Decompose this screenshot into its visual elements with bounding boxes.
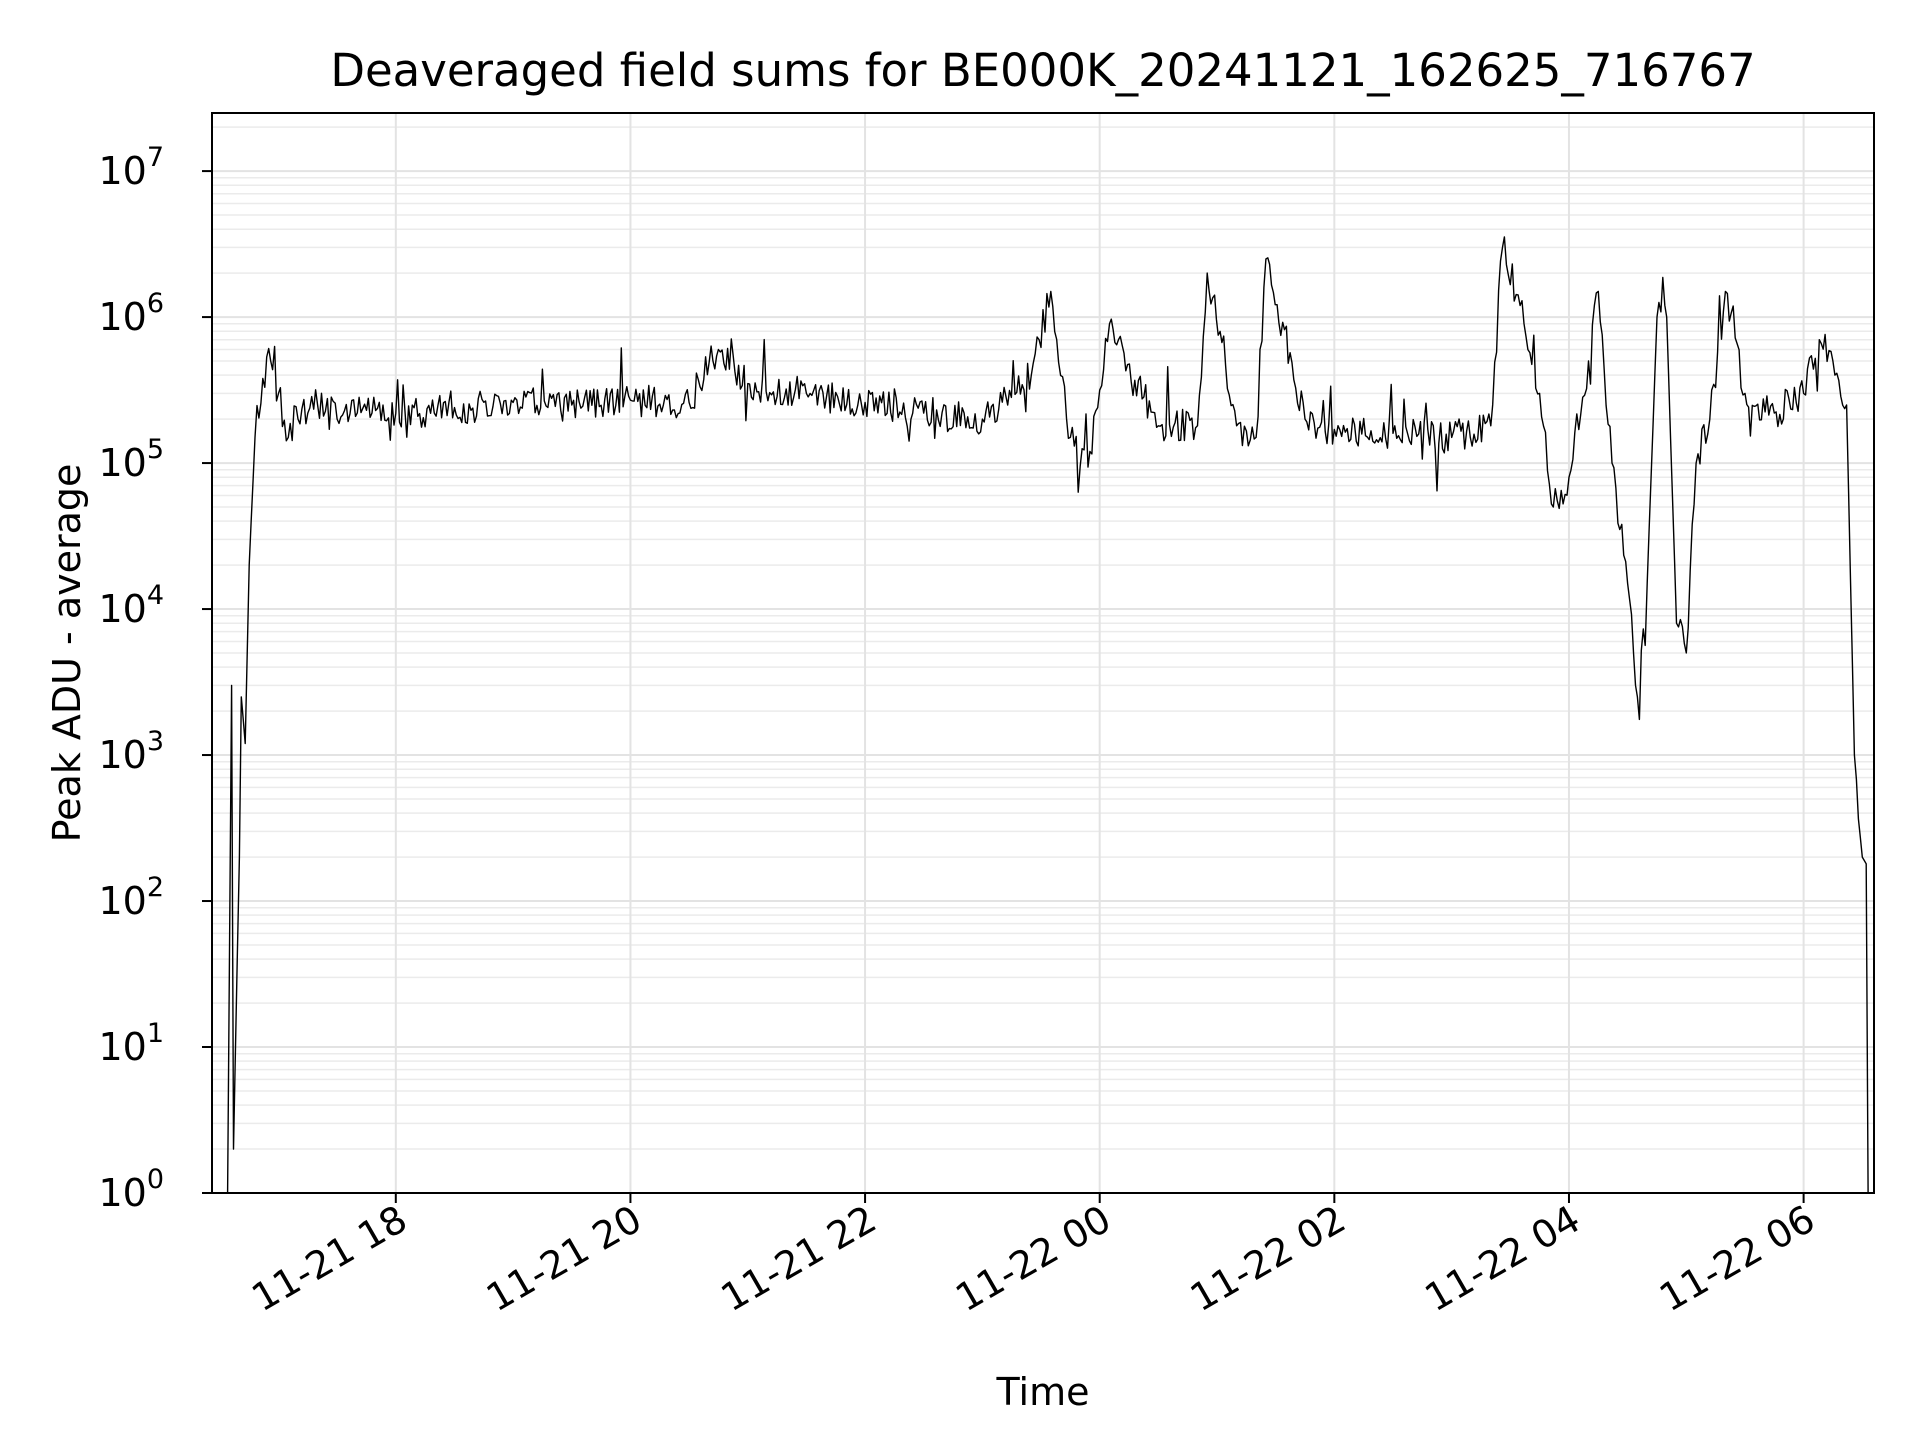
y-tick-label: 103 — [98, 726, 164, 777]
plot-frame — [211, 112, 1875, 1194]
y-tick-base: 10 — [98, 295, 146, 339]
y-tick-label: 100 — [98, 1164, 164, 1215]
chart-title: Deaveraged field sums for BE000K_2024112… — [330, 44, 1755, 97]
y-tick-label: 105 — [98, 434, 164, 485]
minor-gridlines — [212, 126, 1874, 1150]
y-tick-base: 10 — [98, 733, 146, 777]
y-tick-base: 10 — [98, 149, 146, 193]
y-tick-label: 104 — [98, 580, 164, 631]
y-tick-base: 10 — [98, 441, 146, 485]
y-tick-exponent: 6 — [147, 288, 164, 319]
y-tick-exponent: 4 — [147, 580, 164, 611]
y-axis-label: Peak ADU - average — [45, 464, 89, 843]
y-tick-exponent: 5 — [147, 434, 164, 465]
x-axis-label: Time — [996, 1370, 1090, 1414]
y-tick-base: 10 — [98, 587, 146, 631]
y-tick-label: 107 — [98, 142, 164, 193]
y-tick-exponent: 0 — [147, 1164, 164, 1195]
y-tick-exponent: 3 — [147, 726, 164, 757]
y-tick-base: 10 — [98, 879, 146, 923]
y-tick-exponent: 2 — [147, 872, 164, 903]
data-series-line — [226, 236, 1869, 1194]
y-tick-base: 10 — [98, 1025, 146, 1069]
y-tick-label: 102 — [98, 872, 164, 923]
y-tick-label: 101 — [98, 1018, 164, 1069]
y-tick-label: 106 — [98, 288, 164, 339]
y-tick-exponent: 7 — [147, 142, 164, 173]
y-tick-exponent: 1 — [147, 1018, 164, 1049]
y-tick-base: 10 — [98, 1171, 146, 1215]
